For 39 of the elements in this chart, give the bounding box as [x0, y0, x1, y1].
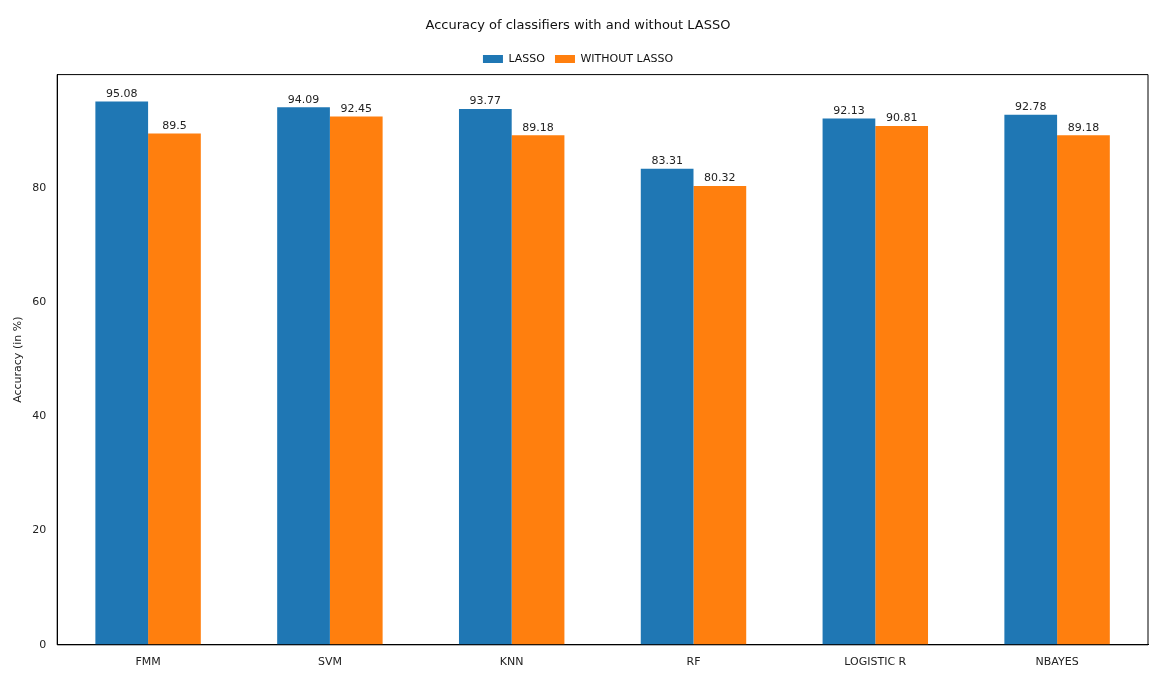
bar	[640, 168, 694, 645]
bar	[693, 185, 747, 645]
bar	[1057, 135, 1110, 645]
data-label: 95.08	[105, 86, 138, 100]
x-tick-label: SVM	[317, 655, 342, 669]
data-label: 92.45	[340, 101, 373, 115]
data-label: 89.5	[162, 118, 187, 132]
y-tick-label: 20	[32, 523, 47, 537]
x-tick-label: LOGISTIC R	[844, 655, 907, 669]
y-axis-title: Accuracy (in %)	[11, 316, 25, 403]
data-label: 93.77	[469, 94, 502, 108]
y-tick-label: 0	[39, 637, 47, 651]
data-label: 94.09	[287, 92, 320, 106]
data-label: 80.32	[704, 171, 736, 185]
bar	[277, 107, 330, 645]
data-label: 92.13	[833, 103, 865, 117]
data-label: 92.78	[1014, 100, 1047, 114]
x-tick-label: RF	[686, 655, 701, 669]
data-label: 89.18	[1067, 120, 1100, 134]
legend-label: LASSO	[508, 51, 546, 65]
legend-label: WITHOUT LASSO	[580, 51, 674, 65]
data-label: 89.18	[522, 120, 554, 134]
y-tick-label: 40	[32, 409, 47, 423]
bar	[1004, 114, 1058, 645]
x-tick-label: NBAYES	[1035, 655, 1079, 669]
bar	[458, 109, 512, 645]
bar	[329, 116, 383, 645]
data-label: 90.81	[885, 111, 918, 125]
bar	[95, 101, 149, 645]
bar	[148, 133, 201, 645]
y-tick-label: 80	[32, 180, 47, 194]
bar	[875, 125, 929, 645]
y-tick-label: 60	[32, 294, 47, 308]
x-tick-label: FMM	[135, 655, 161, 669]
chart-title: Accuracy of classifiers with and without LASSO	[425, 17, 731, 33]
x-tick-label: KNN	[499, 655, 524, 669]
data-label: 83.31	[651, 154, 683, 168]
bar	[822, 118, 876, 645]
bar	[511, 135, 565, 645]
